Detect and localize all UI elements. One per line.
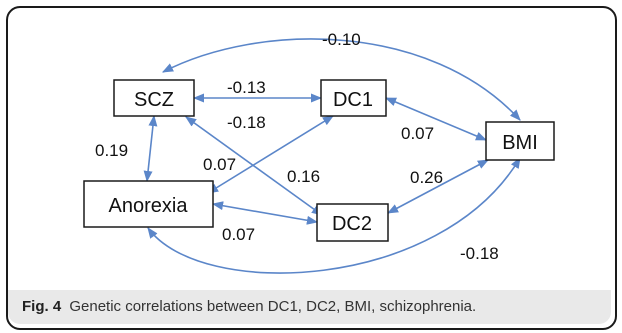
edge-scz-bmi <box>162 38 521 121</box>
edge-scz-anorexia <box>143 114 158 183</box>
label-dc1-bmi: 0.07 <box>401 124 434 143</box>
node-dc2-label: DC2 <box>332 213 372 235</box>
node-dc1-label: DC1 <box>333 89 373 111</box>
node-anorexia-label: Anorexia <box>109 195 189 217</box>
node-dc1: DC1 <box>320 79 387 117</box>
label-anorexia-bmi: -0.18 <box>460 244 499 263</box>
caption-text: Genetic correlations between DC1, DC2, B… <box>69 298 477 315</box>
caption-band <box>8 290 611 324</box>
node-scz: SCZ <box>113 79 195 117</box>
label-scz-anorexia: 0.19 <box>95 141 128 160</box>
caption-label: Fig. 4 <box>22 298 62 315</box>
edge-dc1-bmi <box>384 97 488 141</box>
label-scz-dc2: 0.16 <box>287 167 320 186</box>
node-bmi: BMI <box>485 121 555 161</box>
label-scz-dc1: -0.13 <box>227 78 266 97</box>
label-scz-bmi: -0.10 <box>322 30 361 49</box>
edge-anorexia-bmi <box>147 157 521 274</box>
node-scz-label: SCZ <box>134 89 174 111</box>
node-dc2: DC2 <box>316 203 389 242</box>
edge-anorexia-dc2 <box>211 201 319 225</box>
label-anorexia-dc2-upper: 0.07 <box>203 155 236 174</box>
label-dc2-bmi: 0.26 <box>410 168 443 187</box>
node-bmi-label: BMI <box>502 132 538 154</box>
figure-caption: Fig. 4 Genetic correlations between DC1,… <box>22 298 476 315</box>
label-anorexia-dc2-lower: 0.07 <box>222 225 255 244</box>
node-anorexia: Anorexia <box>83 180 214 228</box>
label-dc1-anorexia: -0.18 <box>227 113 266 132</box>
